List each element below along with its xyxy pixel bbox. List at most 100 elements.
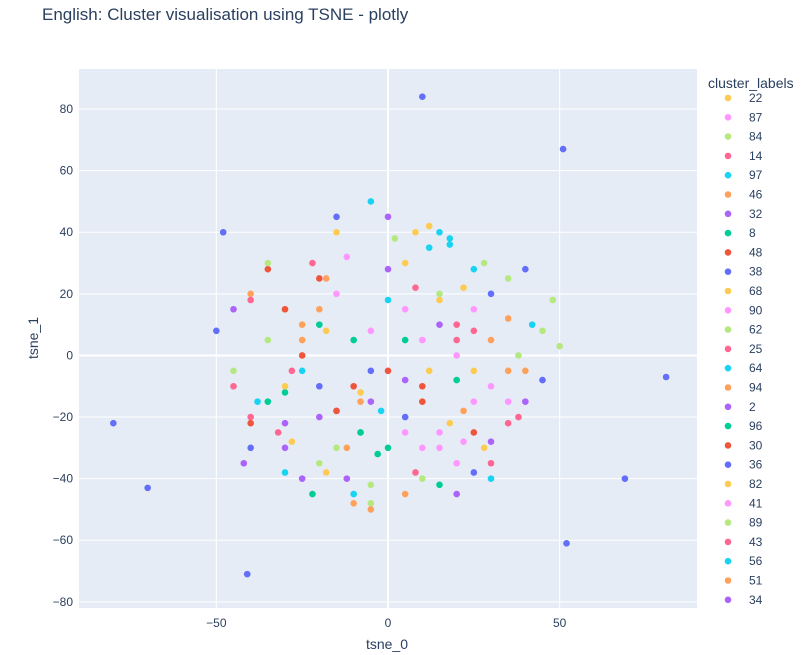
data-point-cluster-36[interactable] — [522, 265, 529, 273]
legend-item-22[interactable]: 22 — [724, 91, 763, 105]
data-point-cluster-68[interactable] — [333, 228, 340, 236]
data-point-cluster-22[interactable] — [425, 222, 433, 230]
legend-item-84[interactable]: 84 — [724, 130, 763, 144]
data-point-cluster-90[interactable] — [453, 459, 460, 467]
data-point-cluster-32[interactable] — [367, 398, 375, 405]
data-point-cluster-89[interactable] — [367, 481, 375, 489]
data-point-cluster-89[interactable] — [515, 352, 522, 359]
data-point-cluster-84[interactable] — [480, 259, 488, 267]
data-point-cluster-96[interactable] — [281, 389, 289, 396]
data-point-cluster-94[interactable] — [322, 275, 330, 282]
legend-item-68[interactable]: 68 — [724, 284, 763, 298]
legend-item-97[interactable]: 97 — [724, 168, 763, 182]
data-point-cluster-48[interactable] — [384, 367, 392, 375]
legend-item-34[interactable]: 34 — [724, 593, 763, 607]
legend-item-82[interactable]: 82 — [724, 477, 763, 491]
data-point-cluster-68[interactable] — [436, 296, 443, 304]
data-point-cluster-30[interactable] — [264, 265, 272, 273]
data-point-cluster-14[interactable] — [453, 321, 460, 328]
data-point-cluster-38[interactable] — [110, 419, 117, 427]
data-point-cluster-32[interactable] — [522, 398, 529, 405]
data-point-cluster-87[interactable] — [419, 336, 426, 344]
legend-item-90[interactable]: 90 — [724, 303, 763, 317]
data-point-cluster-64[interactable] — [470, 265, 478, 273]
legend-item-25[interactable]: 25 — [724, 342, 763, 356]
data-point-cluster-87[interactable] — [401, 429, 409, 436]
data-point-cluster-8[interactable] — [309, 490, 316, 498]
data-point-cluster-38[interactable] — [219, 228, 227, 236]
legend-item-96[interactable]: 96 — [724, 419, 763, 433]
data-point-cluster-82[interactable] — [322, 469, 330, 476]
data-point-cluster-25[interactable] — [515, 413, 522, 421]
data-point-cluster-36[interactable] — [470, 469, 478, 476]
data-point-cluster-62[interactable] — [556, 342, 563, 350]
data-point-cluster-14[interactable] — [504, 419, 512, 427]
data-point-cluster-90[interactable] — [367, 327, 375, 335]
data-point-cluster-84[interactable] — [549, 296, 557, 304]
data-point-cluster-8[interactable] — [453, 376, 460, 384]
data-point-cluster-2[interactable] — [281, 419, 289, 427]
data-point-cluster-82[interactable] — [460, 284, 467, 291]
data-point-cluster-94[interactable] — [357, 398, 364, 405]
data-point-cluster-43[interactable] — [247, 296, 254, 304]
legend-item-64[interactable]: 64 — [724, 361, 763, 375]
data-point-cluster-36[interactable] — [213, 327, 220, 335]
data-point-cluster-62[interactable] — [504, 275, 512, 282]
legend-item-46[interactable]: 46 — [724, 188, 763, 202]
data-point-cluster-97[interactable] — [446, 235, 454, 242]
data-point-cluster-2[interactable] — [401, 376, 409, 384]
data-point-cluster-41[interactable] — [419, 444, 426, 452]
legend-item-87[interactable]: 87 — [724, 110, 763, 124]
data-point-cluster-38[interactable] — [419, 93, 426, 101]
data-point-cluster-90[interactable] — [436, 429, 443, 436]
data-point-cluster-48[interactable] — [316, 275, 323, 282]
data-point-cluster-43[interactable] — [309, 259, 316, 267]
data-point-cluster-14[interactable] — [412, 284, 419, 291]
data-point-cluster-64[interactable] — [254, 398, 261, 405]
data-point-cluster-32[interactable] — [281, 444, 289, 452]
data-point-cluster-94[interactable] — [522, 367, 529, 375]
data-point-cluster-48[interactable] — [419, 398, 426, 405]
data-point-cluster-97[interactable] — [298, 367, 306, 375]
data-point-cluster-38[interactable] — [559, 145, 567, 153]
data-point-cluster-22[interactable] — [446, 419, 454, 427]
legend[interactable]: cluster_labels 22 87 84 14 97 46 32 8 48 38 68 90 62… — [708, 75, 794, 607]
data-point-cluster-22[interactable] — [401, 259, 409, 267]
data-point-cluster-56[interactable] — [281, 469, 289, 476]
data-point-cluster-8[interactable] — [316, 321, 323, 328]
data-point-cluster-32[interactable] — [316, 413, 323, 421]
legend-item-38[interactable]: 38 — [724, 265, 763, 279]
data-point-cluster-36[interactable] — [247, 444, 254, 452]
data-point-cluster-97[interactable] — [487, 475, 495, 482]
data-point-cluster-22[interactable] — [357, 389, 364, 396]
legend-item-43[interactable]: 43 — [724, 535, 763, 549]
data-point-cluster-25[interactable] — [487, 459, 495, 467]
data-point-cluster-25[interactable] — [288, 367, 296, 375]
data-point-cluster-97[interactable] — [425, 244, 433, 251]
data-point-cluster-56[interactable] — [528, 321, 536, 328]
data-point-cluster-64[interactable] — [384, 296, 392, 304]
data-point-cluster-8[interactable] — [384, 444, 392, 452]
legend-item-62[interactable]: 62 — [724, 323, 763, 337]
legend-item-48[interactable]: 48 — [724, 245, 763, 259]
data-point-cluster-97[interactable] — [367, 198, 375, 205]
data-point-cluster-96[interactable] — [436, 481, 443, 489]
legend-item-30[interactable]: 30 — [724, 438, 763, 452]
data-point-cluster-94[interactable] — [460, 407, 467, 415]
data-point-cluster-22[interactable] — [322, 327, 330, 335]
data-point-cluster-62[interactable] — [333, 444, 340, 452]
data-point-cluster-90[interactable] — [470, 398, 478, 405]
data-point-cluster-36[interactable] — [539, 376, 546, 384]
data-point-cluster-94[interactable] — [298, 336, 306, 344]
data-point-cluster-87[interactable] — [343, 253, 351, 261]
data-point-cluster-22[interactable] — [470, 367, 478, 375]
data-point-cluster-68[interactable] — [288, 438, 296, 445]
data-point-cluster-38[interactable] — [621, 475, 629, 482]
data-point-cluster-97[interactable] — [350, 490, 357, 498]
data-point-cluster-36[interactable] — [401, 413, 409, 421]
legend-item-41[interactable]: 41 — [724, 496, 763, 510]
data-point-cluster-14[interactable] — [274, 429, 282, 436]
data-point-cluster-30[interactable] — [247, 419, 254, 427]
data-point-cluster-46[interactable] — [247, 290, 254, 298]
data-point-cluster-68[interactable] — [412, 228, 419, 236]
